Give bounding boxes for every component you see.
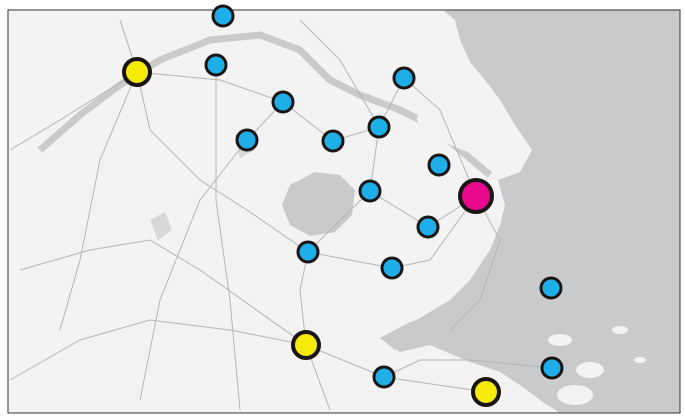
map-marker-blue[interactable] bbox=[271, 90, 295, 114]
island bbox=[416, 114, 494, 156]
map-marker-blue[interactable] bbox=[367, 115, 391, 139]
map-marker-blue[interactable] bbox=[427, 153, 451, 177]
map-marker-blue[interactable] bbox=[321, 129, 345, 153]
map-marker-blue[interactable] bbox=[372, 365, 396, 389]
map-marker-blue[interactable] bbox=[392, 66, 416, 90]
map-marker-blue[interactable] bbox=[358, 179, 382, 203]
lake-small bbox=[150, 212, 172, 240]
bay-area bbox=[380, 318, 470, 350]
map-marker-blue[interactable] bbox=[539, 276, 563, 300]
map-marker-yellow[interactable] bbox=[122, 57, 152, 87]
map-marker-blue[interactable] bbox=[540, 356, 564, 380]
map-marker-blue[interactable] bbox=[296, 240, 320, 264]
map-marker-blue[interactable] bbox=[380, 256, 404, 280]
islands bbox=[548, 326, 646, 405]
map-marker-blue[interactable] bbox=[204, 53, 228, 77]
lake-taihu bbox=[282, 172, 355, 236]
map-marker-yellow[interactable] bbox=[291, 330, 321, 360]
map-frame bbox=[7, 9, 681, 414]
map-marker-blue[interactable] bbox=[235, 128, 259, 152]
marker-layer bbox=[122, 4, 564, 407]
map-marker-blue[interactable] bbox=[416, 215, 440, 239]
map-marker-blue[interactable] bbox=[211, 4, 235, 28]
sea-area bbox=[380, 10, 680, 413]
map-marker-magenta[interactable] bbox=[458, 178, 494, 214]
map-marker-yellow[interactable] bbox=[471, 377, 501, 407]
